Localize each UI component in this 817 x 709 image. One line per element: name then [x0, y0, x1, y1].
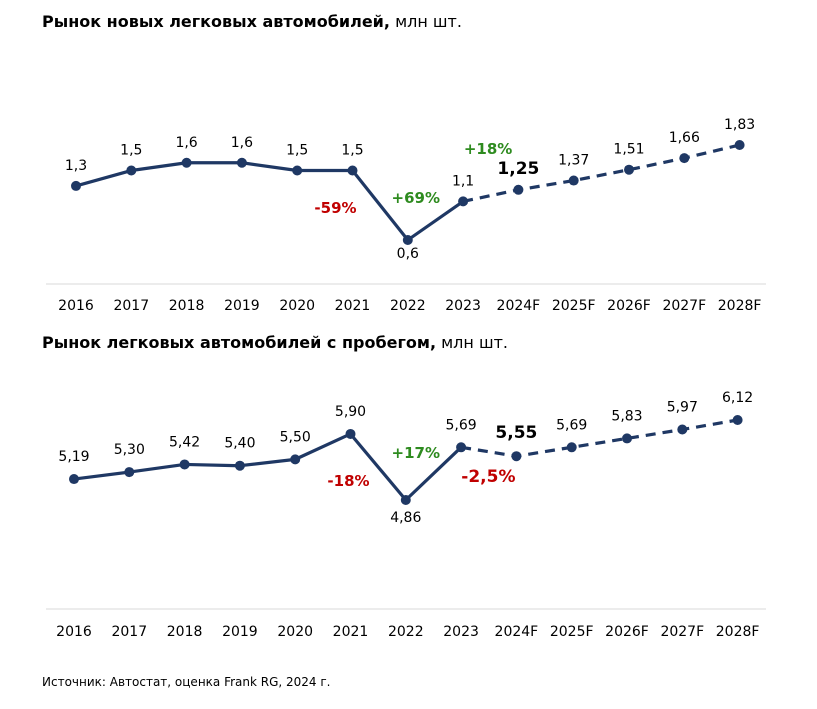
- x-tick-label: 2027F: [660, 624, 704, 640]
- data-point: [456, 442, 467, 453]
- chart-title-new-cars: Рынок новых легковых автомобилей, млн шт…: [42, 12, 462, 31]
- data-point: [622, 433, 632, 444]
- data-label: 1,83: [724, 117, 755, 133]
- data-point: [347, 165, 358, 176]
- x-tick-label: 2023: [443, 624, 479, 640]
- series-line-forecast: [460, 418, 738, 458]
- change-annotation: -18%: [327, 472, 369, 490]
- chart-title-text: Рынок легковых автомобилей с пробегом,: [42, 333, 437, 352]
- x-tick-label: 2018: [167, 624, 203, 640]
- data-point: [566, 442, 577, 453]
- x-tick-label: 2024F: [497, 298, 541, 314]
- x-tick-label: 2017: [113, 298, 149, 314]
- chart-title-unit: млн шт.: [395, 12, 462, 31]
- data-point: [400, 495, 411, 505]
- x-tick-label: 2021: [335, 298, 371, 314]
- data-label: 6,12: [722, 390, 753, 406]
- data-label: 1,6: [175, 135, 197, 151]
- data-point: [179, 459, 190, 470]
- data-label: 1,5: [286, 142, 308, 158]
- data-point: [402, 235, 413, 245]
- change-annotation: +69%: [392, 189, 440, 207]
- x-tick-label: 2016: [58, 298, 94, 314]
- data-label: 5,90: [335, 404, 366, 420]
- x-tick-label: 2028F: [718, 298, 762, 314]
- data-label: 5,40: [224, 436, 255, 452]
- data-point: [513, 184, 524, 195]
- x-tick-label: 2016: [56, 624, 92, 640]
- x-tick-label: 2026F: [607, 298, 651, 314]
- data-label: 1,5: [120, 142, 142, 158]
- data-point: [345, 428, 356, 439]
- data-label: 1,5: [341, 142, 363, 158]
- data-label: 5,97: [667, 400, 698, 416]
- data-point: [290, 454, 301, 465]
- data-point: [734, 140, 745, 150]
- x-tick-label: 2027F: [662, 298, 706, 314]
- data-label: 1,66: [669, 130, 700, 146]
- series-line-actual: [73, 432, 463, 502]
- x-tick-label: 2018: [169, 298, 205, 314]
- data-label: 1,51: [613, 142, 644, 158]
- data-label: 5,55: [495, 423, 537, 443]
- data-point: [624, 164, 634, 175]
- data-point: [732, 415, 743, 425]
- data-label: 5,19: [58, 449, 89, 465]
- data-label: 5,50: [280, 429, 311, 445]
- chart-title-used-cars: Рынок легковых автомобилей с пробегом, м…: [42, 333, 508, 352]
- data-point: [234, 460, 245, 471]
- x-tick-label: 2017: [111, 624, 147, 640]
- data-label: 0,6: [397, 246, 419, 262]
- series-line-actual: [75, 161, 465, 242]
- data-label: 5,42: [169, 434, 200, 450]
- data-point: [71, 180, 81, 191]
- x-tick-label: 2024F: [495, 624, 539, 640]
- x-tick-label: 2023: [445, 298, 481, 314]
- data-point: [126, 165, 137, 176]
- x-tick-label: 2022: [390, 298, 426, 314]
- data-point: [124, 467, 135, 478]
- data-point: [568, 175, 579, 186]
- change-annotation: +17%: [392, 444, 440, 462]
- data-label: 5,83: [611, 408, 642, 424]
- x-tick-label: 2020: [277, 624, 313, 640]
- data-label: 1,3: [65, 158, 87, 174]
- x-tick-label: 2020: [279, 298, 315, 314]
- series-line-forecast: [462, 143, 740, 203]
- data-label: 1,6: [231, 135, 253, 151]
- data-label: 5,30: [114, 442, 145, 458]
- x-tick-label: 2026F: [605, 624, 649, 640]
- change-annotation: -2,5%: [461, 467, 515, 487]
- x-tick-label: 2021: [333, 624, 369, 640]
- data-point: [292, 165, 303, 176]
- data-point: [679, 153, 690, 164]
- change-annotation: +18%: [464, 140, 512, 158]
- data-point: [458, 196, 469, 207]
- data-point: [69, 474, 79, 485]
- data-label: 5,69: [446, 417, 477, 433]
- x-tick-label: 2019: [224, 298, 260, 314]
- data-label: 1,1: [452, 173, 474, 189]
- data-label: 1,37: [558, 153, 589, 169]
- chart-title-text: Рынок новых легковых автомобилей,: [42, 12, 390, 31]
- change-annotation: -59%: [314, 199, 356, 217]
- data-point: [677, 424, 688, 435]
- data-point: [236, 157, 247, 168]
- data-label: 1,25: [497, 159, 539, 179]
- x-tick-label: 2019: [222, 624, 258, 640]
- data-point: [181, 157, 192, 168]
- data-label: 4,86: [390, 510, 421, 526]
- x-tick-label: 2025F: [550, 624, 594, 640]
- x-tick-label: 2028F: [716, 624, 760, 640]
- data-point: [511, 451, 522, 462]
- x-tick-label: 2022: [388, 624, 424, 640]
- x-tick-label: 2025F: [552, 298, 596, 314]
- data-label: 5,69: [556, 417, 587, 433]
- source-note: Источник: Автостат, оценка Frank RG, 202…: [42, 675, 331, 689]
- chart-title-unit: млн шт.: [441, 333, 508, 352]
